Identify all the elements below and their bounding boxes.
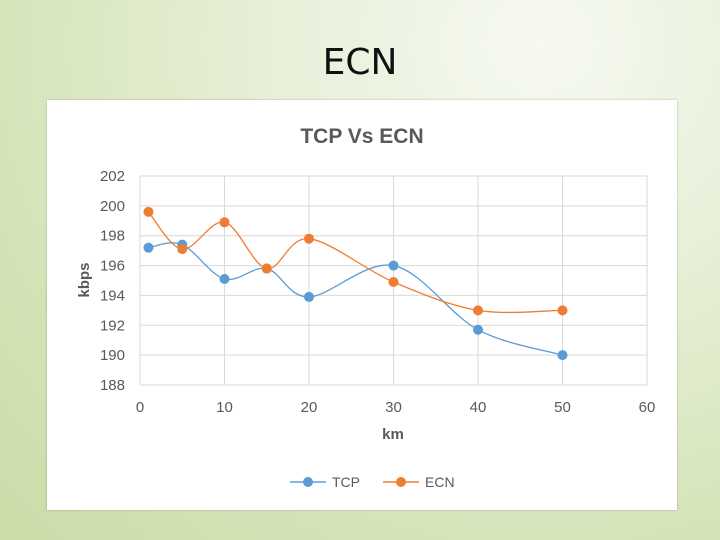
ecn-data-point xyxy=(261,263,272,274)
y-tick-label: 200 xyxy=(100,198,125,215)
ecn-data-point xyxy=(177,244,188,255)
ecn-data-point xyxy=(219,217,230,228)
y-tick-label: 190 xyxy=(100,347,125,364)
axis-ticks: 188 190 192 194 196 198 200 202 0 10 20 30 40 50 60 xyxy=(100,168,655,416)
legend-ecn-label: ECN xyxy=(425,474,455,490)
ecn-data-point xyxy=(304,233,314,244)
x-axis-title: km xyxy=(382,426,404,443)
x-tick-label: 40 xyxy=(470,399,487,416)
slide-title: ECN xyxy=(322,42,398,83)
ecn-data-point xyxy=(557,305,568,316)
ecn-data-point xyxy=(388,276,399,287)
tcp-data-point xyxy=(304,291,314,302)
ecn-data-point xyxy=(143,206,154,217)
x-tick-label: 30 xyxy=(385,399,402,416)
y-tick-label: 198 xyxy=(100,228,125,245)
line-chart: TCP Vs ECN 188 190 192 194 196 198 200 202 0 10 20… xyxy=(76,125,655,490)
chart-title: TCP Vs ECN xyxy=(300,125,423,148)
ecn-series-line xyxy=(147,211,563,314)
y-tick-label: 202 xyxy=(100,168,125,185)
tcp-data-point xyxy=(473,324,483,335)
tcp-series-line xyxy=(148,242,563,356)
legend-tcp-label: TCP xyxy=(332,474,360,490)
tcp-data-point xyxy=(143,242,154,253)
chart-panel: TCP Vs ECN 188 190 192 194 196 198 200 202 0 10 20… xyxy=(47,100,677,510)
x-tick-label: 60 xyxy=(639,399,656,416)
y-tick-label: 192 xyxy=(100,317,125,334)
legend: TCP ECN xyxy=(290,474,455,490)
legend-tcp-marker xyxy=(303,477,313,487)
tcp-data-point xyxy=(388,260,399,271)
ecn-data-point xyxy=(473,305,483,316)
series-layer xyxy=(143,206,568,361)
tcp-data-point xyxy=(219,274,230,285)
tcp-data-point xyxy=(557,350,568,361)
y-tick-label: 188 xyxy=(100,377,125,394)
x-tick-label: 10 xyxy=(216,399,233,416)
y-axis-title: kbps xyxy=(76,262,93,297)
y-tick-label: 194 xyxy=(100,287,125,304)
y-tick-label: 196 xyxy=(100,258,125,275)
x-tick-label: 0 xyxy=(136,399,144,416)
x-tick-label: 50 xyxy=(554,399,571,416)
x-tick-label: 20 xyxy=(301,399,318,416)
legend-ecn-marker xyxy=(396,477,406,487)
